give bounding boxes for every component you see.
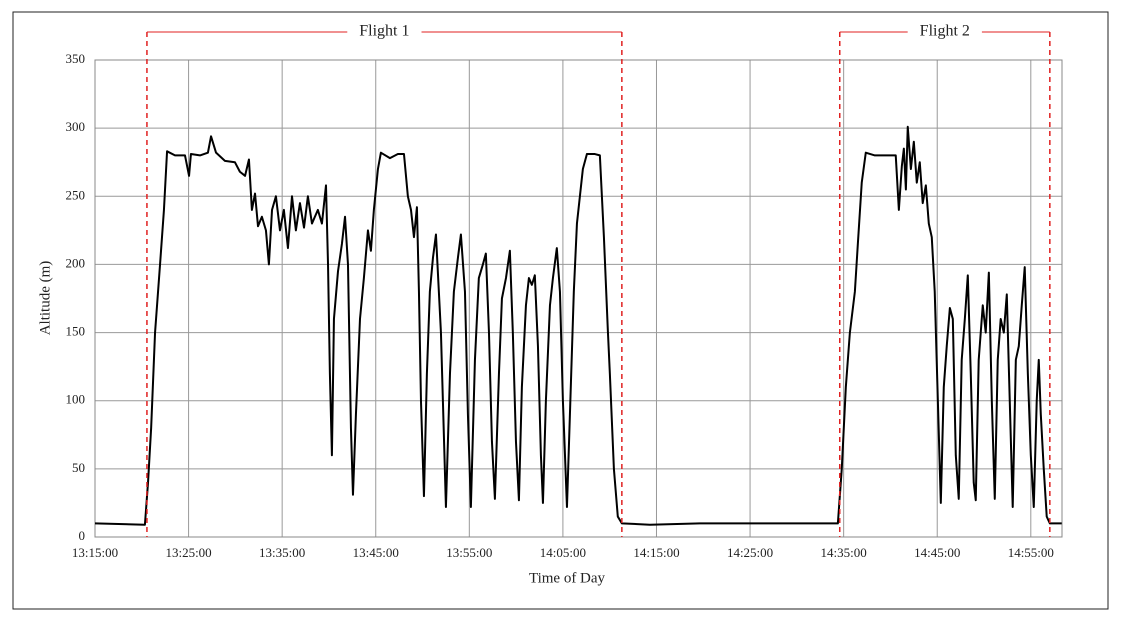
x-tick-label: 14:35:00 — [821, 545, 867, 560]
x-tick-label: 13:25:00 — [165, 545, 211, 560]
y-tick-label: 300 — [66, 119, 86, 134]
y-tick-label: 200 — [66, 255, 86, 270]
x-tick-label: 14:05:00 — [540, 545, 586, 560]
x-tick-label: 13:45:00 — [353, 545, 399, 560]
flight-label: Flight 1 — [359, 23, 409, 40]
x-tick-label: 13:55:00 — [446, 545, 492, 560]
x-tick-label: 14:55:00 — [1008, 545, 1054, 560]
y-tick-label: 0 — [79, 528, 86, 543]
data-line — [94, 125, 1062, 526]
x-tick-label: 14:45:00 — [914, 545, 960, 560]
y-tick-label: 350 — [66, 51, 86, 66]
flight-label: Flight 2 — [920, 23, 970, 40]
y-tick-label: 250 — [66, 187, 86, 202]
x-tick-label: 13:35:00 — [259, 545, 305, 560]
x-tick-label: 13:15:00 — [72, 545, 118, 560]
x-tick-label: 14:15:00 — [633, 545, 679, 560]
plot-frame — [94, 59, 1063, 538]
y-tick-label: 100 — [66, 392, 86, 407]
y-tick-label: 150 — [66, 324, 86, 339]
x-axis-label: Time of Day — [529, 570, 606, 586]
x-tick-label: 14:25:00 — [727, 545, 773, 560]
y-tick-label: 50 — [72, 460, 85, 475]
y-axis-label: Altitude (m) — [37, 261, 53, 336]
